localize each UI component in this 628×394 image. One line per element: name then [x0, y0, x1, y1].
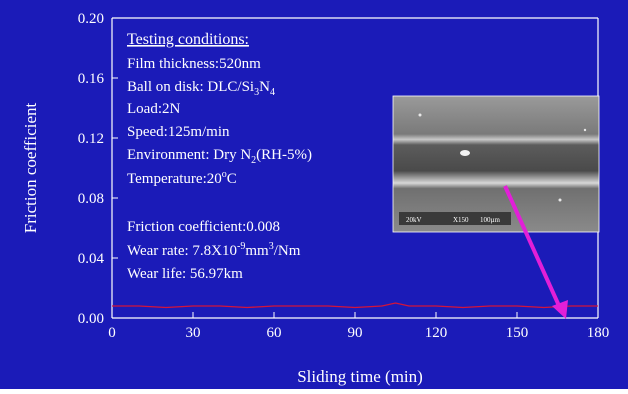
y-tick-label: 0.16 [78, 71, 105, 87]
sem-inset: 20kV X150 100µm [392, 95, 600, 233]
pointer-arrow-icon [503, 185, 568, 319]
x-tick-label: 90 [348, 325, 363, 341]
x-axis-label: Sliding time (min) [297, 367, 423, 386]
annotation-wear-rate: Wear rate: 7.8X10-9mm3/Nm [127, 241, 301, 259]
x-tick-label: 150 [506, 325, 529, 341]
sem-speck [418, 113, 422, 117]
sem-scale-left: 20kV [406, 216, 422, 224]
x-tick-label: 30 [186, 325, 201, 341]
annotation-heading: Testing conditions: [127, 31, 249, 48]
x-ticks: 0 30 60 90 120 150 180 [108, 312, 609, 341]
annotation-cof: Friction coefficient:0.008 [127, 219, 280, 235]
annotation-block: Testing conditions: Film thickness:520nm… [127, 31, 312, 282]
annotation-temperature: Temperature:20oC [127, 169, 237, 187]
y-tick-label: 0.04 [78, 251, 105, 267]
annotation-load: Load:2N [127, 101, 180, 117]
annotation-wear-life: Wear life: 56.97km [127, 266, 243, 282]
annotation-environment: Environment: Dry N2(RH-5%) [127, 147, 312, 166]
x-tick-label: 0 [108, 325, 116, 341]
y-tick-label: 0.12 [78, 131, 104, 147]
y-tick-label: 0.08 [78, 191, 104, 207]
y-tick-label: 0.20 [78, 11, 104, 27]
y-tick-label: 0.00 [78, 311, 104, 327]
series-line [112, 302, 598, 309]
sem-scale-right: 100µm [480, 216, 501, 224]
sem-particle [460, 150, 470, 156]
sem-speck [558, 198, 562, 202]
y-ticks: 0.00 0.04 0.08 0.12 0.16 0.20 [78, 11, 118, 327]
annotation-speed: Speed:125m/min [127, 124, 230, 140]
annotation-ball: Ball on disk: DLC/Si3N4 [127, 79, 275, 98]
x-tick-label: 180 [587, 325, 610, 341]
x-tick-label: 120 [425, 325, 448, 341]
x-tick-label: 60 [267, 325, 282, 341]
sem-speck [583, 128, 587, 132]
annotation-film: Film thickness:520nm [127, 56, 261, 72]
sem-micrograph-image [392, 95, 600, 233]
sem-scale-bar-bg [399, 212, 511, 225]
y-axis-label: Friction coefficient [21, 103, 40, 234]
sem-scale-mid: X150 [453, 216, 469, 224]
